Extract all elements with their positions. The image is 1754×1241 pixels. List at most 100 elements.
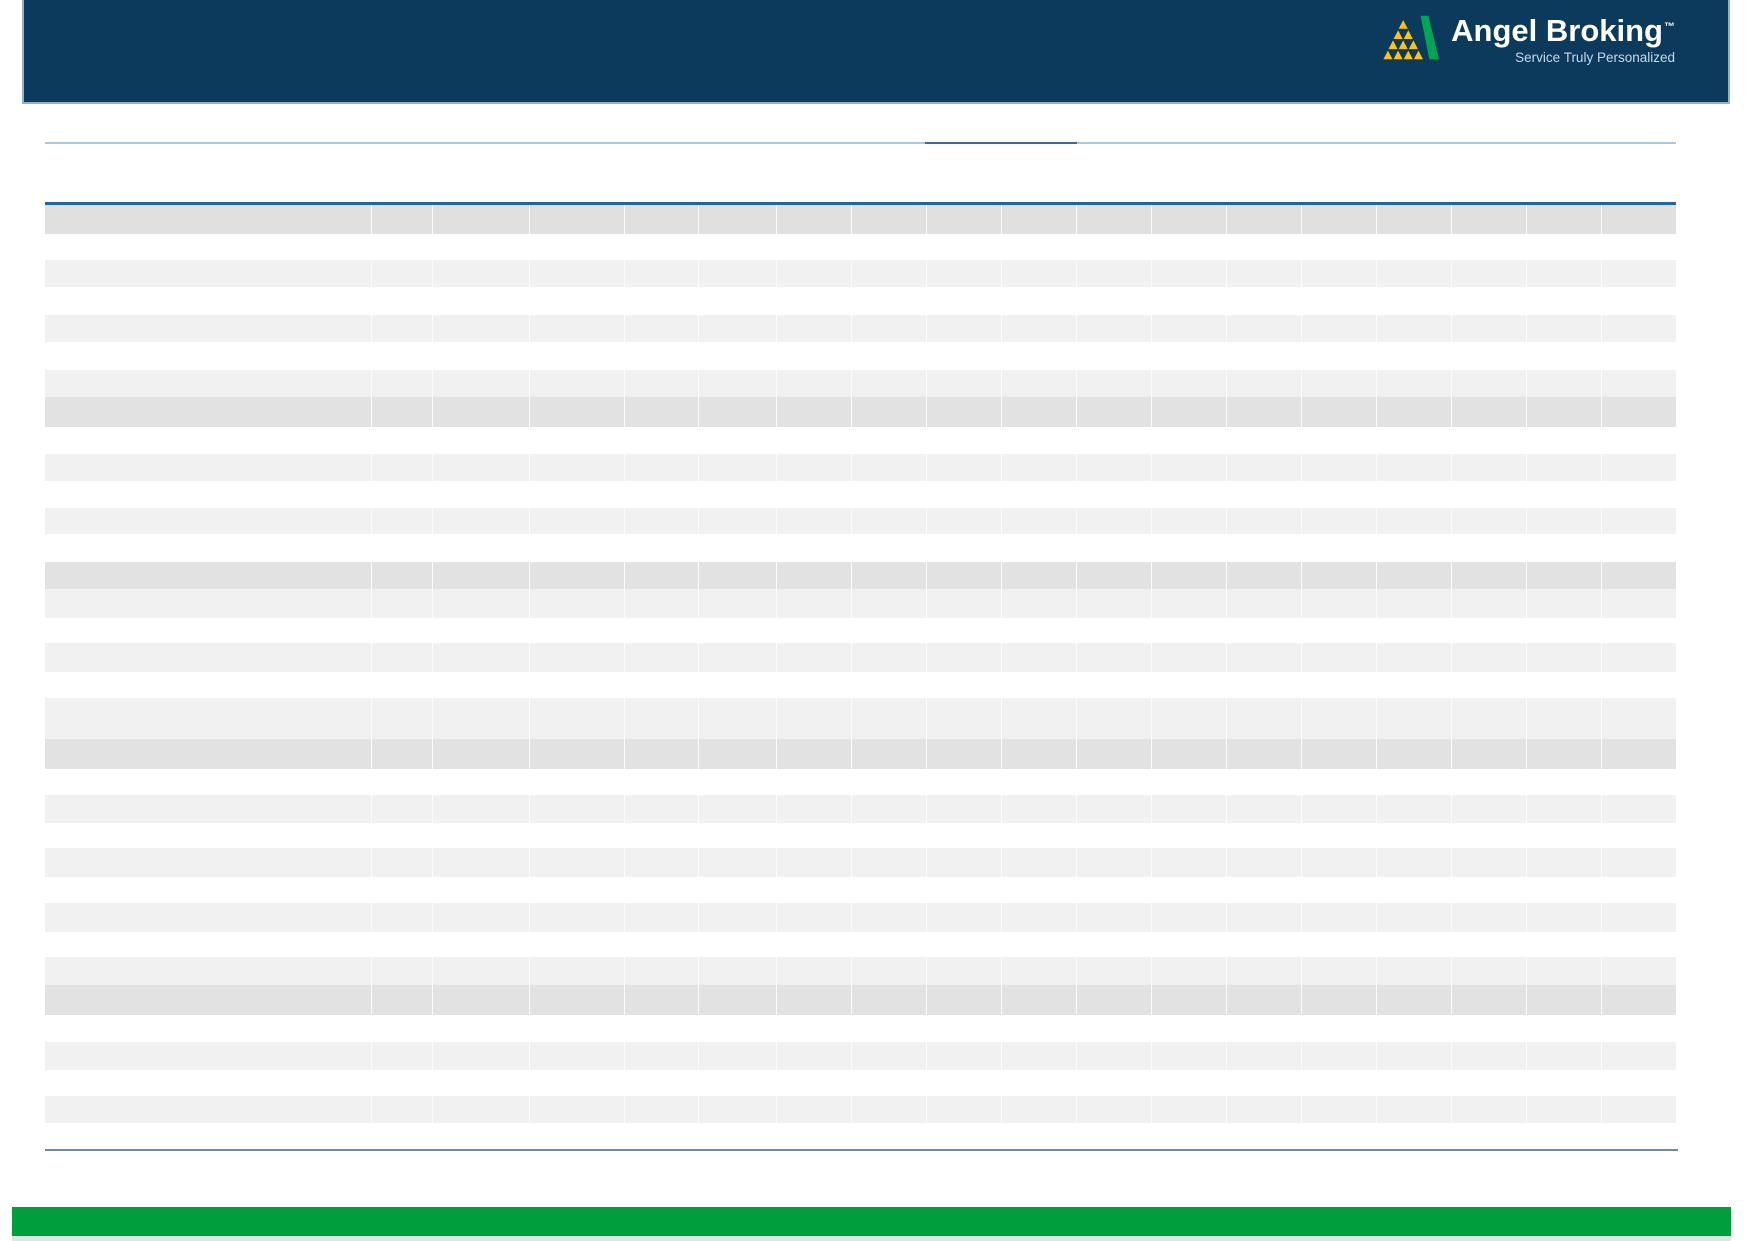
table-cell	[852, 985, 927, 1015]
table-cell	[45, 903, 372, 932]
table-cell	[699, 589, 777, 618]
table-cell	[625, 205, 699, 234]
table-cell	[1527, 957, 1602, 985]
table-cell	[625, 1096, 699, 1123]
table-cell	[1377, 397, 1452, 427]
table-cell	[699, 1042, 777, 1070]
table-cell	[1602, 698, 1676, 739]
table-cell	[1452, 315, 1527, 342]
brand-block: Angel Broking™ Service Truly Personalize…	[1379, 13, 1675, 65]
table-cell	[852, 562, 927, 589]
table-cell	[1302, 698, 1377, 739]
table-cell	[1152, 985, 1227, 1015]
table-cell	[1077, 985, 1152, 1015]
table-cell	[1377, 454, 1452, 481]
table-cell	[1302, 260, 1377, 287]
table-cell	[777, 589, 852, 618]
table-cell	[1452, 589, 1527, 618]
table-cell	[1152, 454, 1227, 481]
table-cell	[1452, 739, 1527, 769]
table-cell	[927, 397, 1002, 427]
table-cell	[927, 985, 1002, 1015]
table-cell	[1152, 698, 1227, 739]
table-cell	[1152, 643, 1227, 672]
table-cell	[372, 848, 433, 877]
table-cell	[1077, 698, 1152, 739]
table-cell	[1527, 643, 1602, 672]
table-cell	[372, 795, 433, 823]
table-cell	[1527, 562, 1602, 589]
table-cell	[927, 562, 1002, 589]
table-cell	[1377, 903, 1452, 932]
table-cell	[777, 643, 852, 672]
table-cell	[1602, 315, 1676, 342]
table-cell	[1302, 1096, 1377, 1123]
table-cell	[1602, 643, 1676, 672]
table-cell	[1302, 848, 1377, 877]
table-cell	[1302, 1042, 1377, 1070]
table-cell	[45, 795, 372, 823]
table-cell	[1602, 985, 1676, 1015]
table-cell	[1302, 795, 1377, 823]
table-cell	[852, 643, 927, 672]
table-cell	[852, 315, 927, 342]
table-cell	[372, 957, 433, 985]
table-cell	[1377, 985, 1452, 1015]
table-cell	[372, 508, 433, 534]
table-cell	[530, 643, 625, 672]
table-cell	[777, 698, 852, 739]
table-cell	[625, 698, 699, 739]
table-row	[45, 985, 1676, 1015]
table-cell	[1452, 1042, 1527, 1070]
table-row	[45, 370, 1676, 397]
table-cell	[1077, 562, 1152, 589]
bottom-rule	[45, 1149, 1678, 1151]
table-cell	[530, 508, 625, 534]
table-cell	[1002, 589, 1077, 618]
table-cell	[852, 848, 927, 877]
table-cell	[852, 454, 927, 481]
table-cell	[1002, 1042, 1077, 1070]
table-cell	[927, 903, 1002, 932]
table-cell	[372, 562, 433, 589]
table-cell	[45, 589, 372, 618]
table-cell	[852, 903, 927, 932]
table-cell	[1227, 260, 1302, 287]
table-cell	[1602, 957, 1676, 985]
table-cell	[927, 795, 1002, 823]
table-cell	[433, 903, 530, 932]
table-cell	[1002, 1096, 1077, 1123]
table-cell	[1527, 1096, 1602, 1123]
table-cell	[852, 698, 927, 739]
table-cell	[1002, 643, 1077, 672]
table-row	[45, 260, 1676, 287]
table-cell	[1227, 397, 1302, 427]
table-row	[45, 315, 1676, 342]
table-cell	[927, 589, 1002, 618]
table-cell	[1452, 903, 1527, 932]
table-row	[45, 739, 1676, 769]
table-cell	[1227, 795, 1302, 823]
table-cell	[1227, 589, 1302, 618]
footer-bottom-strip	[12, 1236, 1731, 1241]
table-cell	[927, 454, 1002, 481]
table-cell	[433, 260, 530, 287]
table-cell	[1152, 1042, 1227, 1070]
table-cell	[777, 370, 852, 397]
table-cell	[45, 370, 372, 397]
table-cell	[45, 957, 372, 985]
table-cell	[1002, 397, 1077, 427]
table-cell	[372, 454, 433, 481]
table-cell	[927, 1042, 1002, 1070]
table-cell	[530, 739, 625, 769]
table-cell	[1227, 698, 1302, 739]
table-cell	[1077, 370, 1152, 397]
table-cell	[927, 643, 1002, 672]
table-cell	[45, 1042, 372, 1070]
table-cell	[372, 985, 433, 1015]
table-cell	[1527, 397, 1602, 427]
table-cell	[625, 795, 699, 823]
table-cell	[1077, 795, 1152, 823]
table-cell	[433, 795, 530, 823]
